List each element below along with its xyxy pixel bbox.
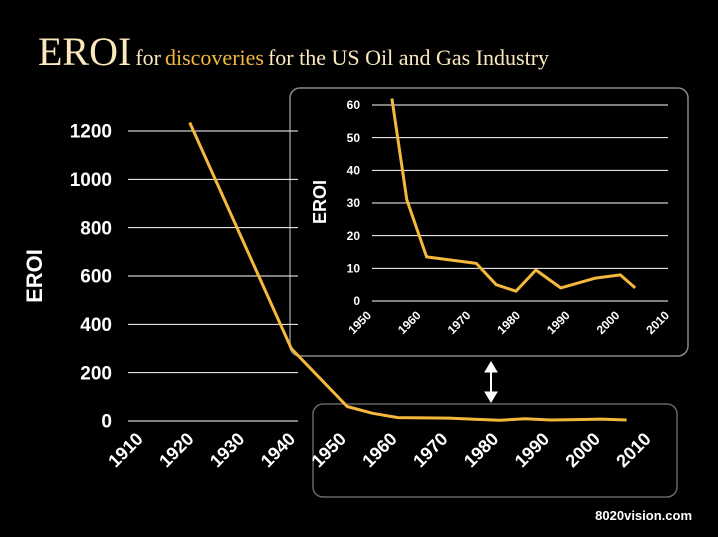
main-y-tick-label: 200 bbox=[80, 363, 112, 384]
main-x-tick-label: 1950 bbox=[308, 429, 350, 471]
inset-grid bbox=[372, 104, 668, 302]
main-x-tick-label: 1960 bbox=[358, 429, 400, 471]
inset-y-tick-label: 60 bbox=[347, 98, 361, 112]
main-x-tick-label: 1990 bbox=[511, 429, 553, 471]
source-credit: 8020vision.com bbox=[595, 508, 692, 523]
inset-y-tick-label: 30 bbox=[347, 196, 361, 210]
inset-panel bbox=[289, 87, 689, 357]
chart-title: EROI for discoveries for the US Oil and … bbox=[38, 28, 549, 75]
inset-y-ticks: 0 10 20 30 40 50 60 bbox=[347, 98, 361, 308]
inset-y-tick-label: 40 bbox=[347, 164, 361, 178]
zoom-region-box bbox=[312, 403, 678, 498]
main-y-tick-label: 0 bbox=[101, 412, 112, 433]
main-x-tick-label: 1940 bbox=[257, 429, 299, 471]
main-x-tick-label: 2000 bbox=[562, 429, 604, 471]
main-y-axis-label: EROI bbox=[22, 249, 47, 303]
title-highlight: discoveries bbox=[164, 45, 264, 70]
main-y-tick-label: 1000 bbox=[70, 170, 112, 191]
title-part1: for bbox=[135, 45, 161, 70]
main-x-tick-label: 1970 bbox=[409, 429, 451, 471]
inset-y-tick-label: 10 bbox=[347, 262, 361, 276]
main-x-ticks: 1910 1920 1930 1940 1950 1960 1970 1980 1990 2000… bbox=[104, 429, 654, 471]
main-y-tick-label: 400 bbox=[80, 315, 112, 336]
main-y-tick-label: 800 bbox=[80, 218, 112, 239]
inset-series-line bbox=[390, 98, 637, 293]
main-x-tick-label: 1980 bbox=[460, 429, 502, 471]
main-x-tick-label: 1930 bbox=[206, 429, 248, 471]
title-main: EROI bbox=[38, 29, 132, 74]
main-y-tick-label: 600 bbox=[80, 267, 112, 288]
zoom-arrow-icon bbox=[484, 361, 498, 403]
main-series-line bbox=[188, 121, 627, 422]
main-y-tick-label: 1200 bbox=[70, 122, 112, 143]
main-grid bbox=[128, 130, 298, 422]
inset-y-tick-label: 0 bbox=[353, 294, 360, 308]
main-x-tick-label: 1910 bbox=[104, 429, 146, 471]
title-part2: for the US Oil and Gas Industry bbox=[267, 45, 550, 70]
inset-y-axis-label: EROI bbox=[310, 180, 330, 224]
main-x-tick-label: 2010 bbox=[612, 429, 654, 471]
inset-y-tick-label: 20 bbox=[347, 229, 361, 243]
inset-y-tick-label: 50 bbox=[347, 131, 361, 145]
main-y-ticks: 0 200 400 600 800 1000 1200 bbox=[70, 122, 112, 433]
main-x-tick-label: 1920 bbox=[155, 429, 197, 471]
